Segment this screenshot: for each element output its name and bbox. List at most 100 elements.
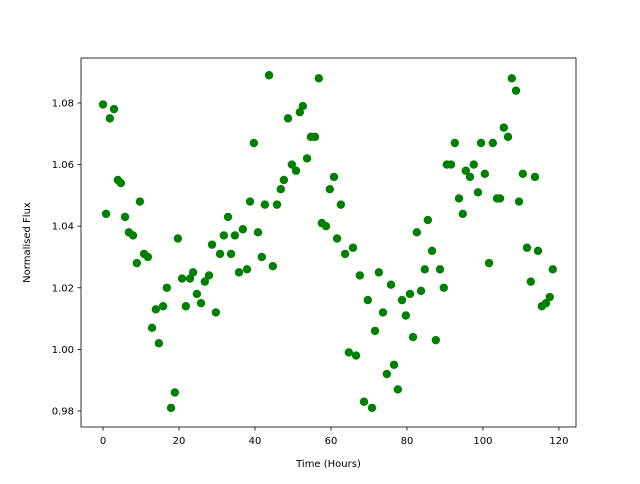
data-point bbox=[272, 200, 282, 209]
data-point bbox=[211, 308, 221, 317]
data-point bbox=[480, 169, 490, 179]
x-tick-label: 60 bbox=[325, 436, 338, 447]
data-point bbox=[488, 138, 498, 148]
data-point bbox=[166, 403, 176, 413]
data-point bbox=[465, 172, 475, 182]
data-point bbox=[310, 132, 320, 142]
data-point bbox=[196, 298, 206, 308]
data-point bbox=[238, 225, 248, 234]
data-point bbox=[522, 243, 532, 252]
x-axis-label: Time (Hours) bbox=[295, 459, 361, 470]
data-point bbox=[245, 197, 255, 206]
data-point bbox=[454, 194, 464, 203]
axes-frame bbox=[80, 57, 577, 428]
data-point bbox=[226, 249, 236, 259]
data-point bbox=[120, 212, 130, 222]
data-point bbox=[249, 138, 259, 148]
data-point bbox=[143, 252, 153, 262]
data-point bbox=[321, 221, 331, 231]
data-point bbox=[329, 172, 339, 182]
data-point bbox=[545, 292, 554, 302]
data-point bbox=[363, 295, 373, 305]
data-point bbox=[242, 265, 252, 274]
y-axis-label: Normalised Flux bbox=[22, 202, 33, 283]
data-point bbox=[230, 231, 240, 240]
data-point bbox=[151, 305, 161, 314]
y-axis-ticks: 0.98 1.00 1.02 1.04 1.06 1.08 bbox=[52, 98, 81, 417]
x-axis-ticks: 0 20 40 60 80 100 120 bbox=[100, 427, 568, 447]
data-point bbox=[109, 104, 119, 114]
data-point bbox=[378, 308, 388, 317]
data-point bbox=[298, 101, 308, 111]
data-point bbox=[461, 166, 471, 175]
x-tick-label: 0 bbox=[100, 436, 106, 447]
x-tick-label: 100 bbox=[473, 436, 492, 447]
data-point bbox=[367, 403, 377, 413]
data-point bbox=[268, 262, 278, 271]
data-point bbox=[389, 360, 399, 369]
data-point bbox=[386, 280, 396, 289]
data-point bbox=[344, 348, 354, 357]
data-point bbox=[276, 185, 286, 194]
data-point bbox=[439, 283, 448, 292]
data-point bbox=[332, 234, 342, 243]
data-point bbox=[200, 277, 210, 286]
data-point bbox=[530, 172, 540, 182]
data-point bbox=[162, 283, 172, 292]
data-point bbox=[147, 323, 157, 333]
data-point bbox=[204, 271, 214, 280]
data-point bbox=[170, 388, 180, 397]
plot-area bbox=[81, 58, 576, 427]
data-point bbox=[291, 166, 301, 175]
data-point bbox=[283, 114, 293, 123]
data-point bbox=[423, 215, 433, 225]
data-point bbox=[476, 138, 486, 148]
x-tick-label: 20 bbox=[173, 436, 186, 447]
y-tick-label: 1.08 bbox=[52, 98, 74, 109]
data-point bbox=[382, 369, 392, 379]
data-point bbox=[514, 197, 524, 206]
y-tick-label: 1.02 bbox=[52, 283, 74, 294]
data-point bbox=[188, 268, 198, 277]
data-point bbox=[548, 265, 558, 274]
data-point bbox=[314, 74, 324, 83]
data-point bbox=[234, 268, 244, 277]
y-tick-label: 1.00 bbox=[52, 345, 74, 356]
data-point bbox=[393, 385, 403, 394]
data-point bbox=[325, 185, 335, 194]
data-point bbox=[128, 231, 138, 240]
data-point bbox=[177, 274, 187, 283]
data-point bbox=[507, 74, 516, 83]
data-point bbox=[336, 200, 346, 209]
data-point bbox=[397, 295, 407, 305]
data-point bbox=[340, 249, 350, 259]
data-point bbox=[408, 332, 418, 342]
data-point bbox=[158, 302, 168, 311]
data-point bbox=[287, 160, 297, 169]
data-points bbox=[98, 71, 558, 413]
data-point bbox=[473, 188, 483, 197]
data-point bbox=[416, 286, 426, 296]
data-point bbox=[374, 268, 384, 277]
data-point bbox=[135, 197, 145, 206]
data-point bbox=[359, 397, 369, 406]
data-point bbox=[405, 289, 415, 299]
data-point bbox=[370, 326, 380, 336]
data-point bbox=[215, 249, 225, 259]
data-point bbox=[484, 258, 494, 268]
data-point bbox=[499, 123, 509, 132]
data-point bbox=[181, 302, 191, 311]
data-point bbox=[253, 228, 263, 237]
y-tick-label: 1.04 bbox=[52, 222, 74, 233]
y-tick-label: 1.06 bbox=[52, 160, 74, 171]
data-point bbox=[458, 209, 467, 219]
data-point bbox=[192, 289, 202, 299]
data-point bbox=[503, 132, 513, 142]
x-tick-label: 120 bbox=[549, 436, 568, 447]
data-point bbox=[116, 178, 126, 188]
data-point bbox=[450, 138, 460, 148]
data-point bbox=[207, 240, 217, 249]
data-point bbox=[469, 160, 479, 169]
data-point bbox=[526, 277, 535, 286]
